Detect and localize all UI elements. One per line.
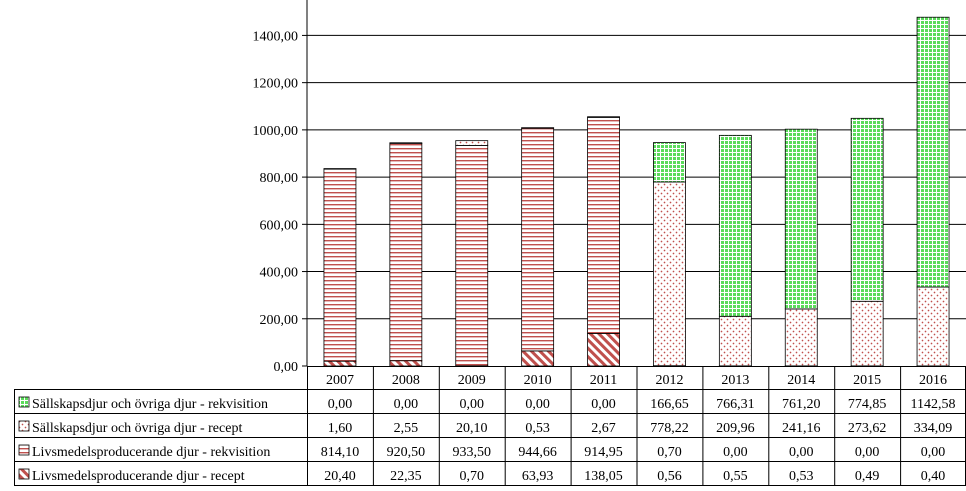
x-tick-label: 2012 <box>655 373 683 388</box>
data-label: 0,55 <box>723 469 748 484</box>
bar-segment <box>521 127 555 129</box>
bar-segment <box>784 128 818 310</box>
x-tick-label: 2011 <box>590 373 617 388</box>
data-label: 0,53 <box>789 469 814 484</box>
bar-segment <box>718 134 752 317</box>
legend-swatch <box>18 468 30 480</box>
data-label: 0,56 <box>657 469 682 484</box>
bar-segment <box>587 333 620 367</box>
data-label: 20,40 <box>324 469 356 484</box>
data-label: 0,53 <box>525 421 550 436</box>
data-label: 920,50 <box>387 445 426 460</box>
bar-segment <box>323 360 357 367</box>
x-tick-label: 2015 <box>853 373 881 388</box>
bar-segment <box>718 315 752 367</box>
data-label: 0,00 <box>591 397 616 412</box>
data-label: 0,00 <box>328 397 353 412</box>
data-label: 766,31 <box>716 397 755 412</box>
legend-label: Sällskapsdjur och övriga djur - recept <box>32 421 242 436</box>
bar-segment <box>784 308 818 367</box>
y-tick-label: 800,00 <box>260 171 299 186</box>
legend-label: Livsmedelsproducerande djur - rekvisitio… <box>32 445 270 460</box>
data-label: 241,16 <box>782 421 821 436</box>
y-tick-label: 400,00 <box>260 266 299 281</box>
data-label: 914,95 <box>584 445 623 460</box>
data-label: 209,96 <box>716 421 755 436</box>
x-tick-label: 2013 <box>721 373 749 388</box>
bar-segment <box>521 127 555 352</box>
data-label: 0,49 <box>855 469 880 484</box>
y-tick-label: 600,00 <box>260 218 299 233</box>
bar-segment <box>323 168 357 362</box>
data-label: 778,22 <box>650 421 689 436</box>
data-label: 0,00 <box>921 445 946 460</box>
bar-segment <box>455 145 489 367</box>
data-label: 0,40 <box>921 469 946 484</box>
data-label: 0,00 <box>394 397 419 412</box>
legend-label: Livsmedelsproducerande djur - recept <box>32 469 245 484</box>
bar-segment <box>389 142 423 144</box>
bar-segment <box>389 142 423 362</box>
x-tick-label: 2009 <box>458 373 486 388</box>
data-label: 1142,58 <box>911 397 956 412</box>
data-label: 138,05 <box>584 469 623 484</box>
x-tick-label: 2008 <box>392 373 420 388</box>
data-label: 0,00 <box>525 397 550 412</box>
data-label: 166,65 <box>650 397 689 412</box>
bar-segment <box>323 168 357 170</box>
data-label: 20,10 <box>456 421 488 436</box>
data-label: 63,93 <box>522 469 554 484</box>
y-axis: 0,00 200,00 400,00 600,00 800,00 1000,00 1200,… <box>253 0 308 375</box>
data-label: 814,10 <box>321 445 360 460</box>
data-label: 944,66 <box>518 445 557 460</box>
data-label: 0,00 <box>789 445 814 460</box>
data-label: 774,85 <box>848 397 887 412</box>
bar-segment <box>587 116 620 334</box>
y-tick-label: 200,00 <box>260 313 299 328</box>
bar-segment <box>850 300 884 367</box>
x-tick-label: 2007 <box>326 373 354 388</box>
legend-swatch <box>18 396 30 408</box>
x-tick-label: 2016 <box>919 373 947 388</box>
bar-segment <box>850 117 884 302</box>
y-tick-label: 1400,00 <box>253 29 299 44</box>
legend-swatch <box>18 444 30 456</box>
data-label: 933,50 <box>453 445 492 460</box>
x-tick-label: 2014 <box>787 373 815 388</box>
data-label: 0,70 <box>460 469 485 484</box>
x-tick-label: 2010 <box>524 373 552 388</box>
data-label: 273,62 <box>848 421 887 436</box>
data-label: 2,67 <box>591 421 616 436</box>
bar-segment <box>916 16 950 288</box>
bar-segment <box>916 286 950 367</box>
bar-segment <box>455 140 489 146</box>
y-tick-label: 1200,00 <box>253 77 299 92</box>
data-table: 2007 2008 2009 2010 2011 2012 2013 2014 2015 2016… <box>14 366 966 486</box>
bars <box>323 16 950 367</box>
data-label: 0,70 <box>657 445 682 460</box>
y-tick-label: 0,00 <box>274 360 299 375</box>
data-label: 0,00 <box>855 445 880 460</box>
data-label: 0,00 <box>460 397 485 412</box>
data-label: 1,60 <box>328 421 353 436</box>
y-tick-label: 1000,00 <box>253 124 299 139</box>
legend-label: Sällskapsdjur och övriga djur - rekvisit… <box>32 397 268 412</box>
data-label: 761,20 <box>782 397 821 412</box>
legend-swatch <box>18 420 30 432</box>
data-label: 334,09 <box>914 421 953 436</box>
bar-segment <box>521 350 555 367</box>
data-label: 2,55 <box>394 421 419 436</box>
bar-segment <box>653 142 686 183</box>
bar-segment <box>587 116 620 118</box>
bar-segment <box>389 360 423 367</box>
bar-segment <box>653 181 686 367</box>
data-label: 0,00 <box>723 445 748 460</box>
data-label: 22,35 <box>390 469 422 484</box>
